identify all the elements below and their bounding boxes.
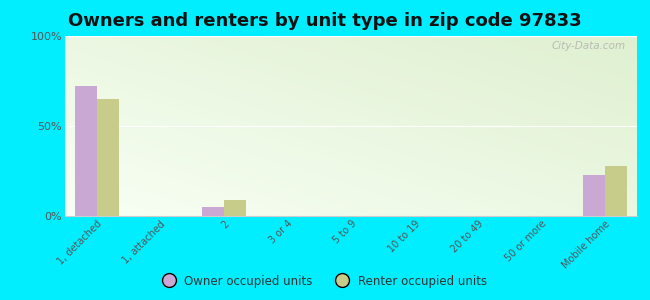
Bar — [224, 200, 246, 216]
Bar — [583, 175, 605, 216]
Text: Owners and renters by unit type in zip code 97833: Owners and renters by unit type in zip c… — [68, 12, 582, 30]
Text: City-Data.com: City-Data.com — [551, 41, 625, 51]
Bar — [97, 99, 119, 216]
Legend: Owner occupied units, Renter occupied units: Owner occupied units, Renter occupied un… — [163, 275, 487, 288]
Bar — [202, 207, 224, 216]
Bar — [605, 166, 627, 216]
Bar — [75, 86, 97, 216]
